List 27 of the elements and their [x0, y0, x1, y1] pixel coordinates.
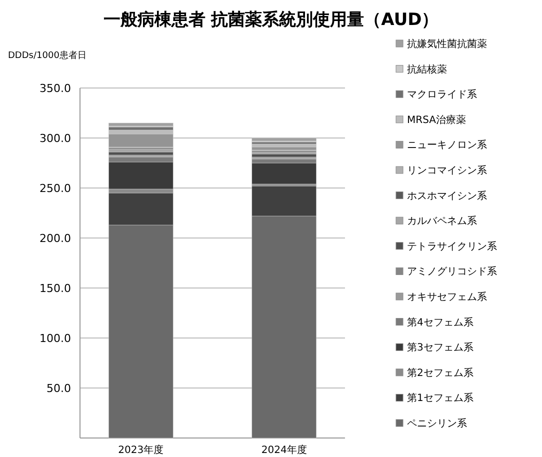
legend-label: 第2セフェム系: [407, 366, 474, 379]
legend-label: アミノグリコシド系: [407, 266, 497, 278]
legend-label: オキサセフェム系: [407, 291, 487, 303]
y-tick-label: 50.0: [46, 382, 71, 395]
y-tick-label: 150.0: [40, 282, 71, 295]
y-tick-label: 100.0: [40, 332, 71, 345]
legend-label: ニューキノロン系: [407, 139, 487, 152]
legend-label: 第1セフェム系: [407, 392, 474, 404]
legend-label: カルバペネム系: [407, 215, 477, 228]
legend-label: ペニシリン系: [407, 418, 467, 430]
legend-label: 第3セフェム系: [407, 342, 474, 354]
y-tick-label: 350.0: [40, 82, 71, 95]
legend-label: 第4セフェム系: [407, 316, 474, 328]
y-tick-label: 300.0: [40, 132, 71, 145]
legend-label: 抗結核薬: [407, 63, 447, 76]
legend-label: 抗嫌気性菌抗菌薬: [407, 38, 487, 50]
x-tick-label: 2023年度: [118, 444, 164, 456]
legend-label: テトラサイクリン系: [407, 240, 497, 252]
y-tick-label: 200.0: [40, 232, 71, 245]
legend-label: ホスホマイシン系: [407, 190, 487, 202]
y-axis-title: DDDs/1000患者日: [8, 50, 86, 61]
legend-label: MRSA治療薬: [407, 114, 466, 126]
y-tick-label: 250.0: [40, 182, 71, 195]
chart-title: 一般病棟患者 抗菌薬系統別使用量（AUD）: [103, 10, 439, 30]
legend-label: リンコマイシン系: [407, 164, 487, 176]
legend-label: マクロライド系: [407, 88, 477, 101]
x-tick-label: 2024年度: [261, 444, 307, 456]
